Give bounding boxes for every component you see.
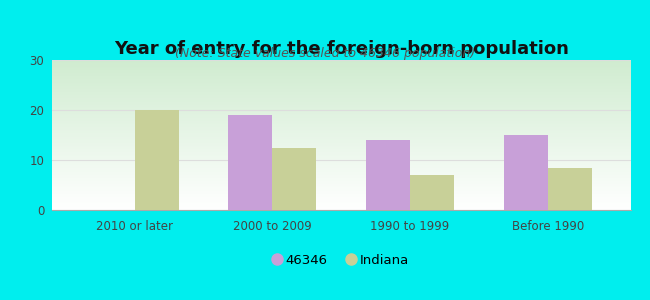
- Legend: 46346, Indiana: 46346, Indiana: [268, 248, 414, 272]
- Bar: [410, 175, 454, 210]
- Bar: [504, 135, 548, 210]
- Title: Year of entry for the foreign-born population: Year of entry for the foreign-born popul…: [114, 40, 569, 58]
- Bar: [366, 140, 410, 210]
- Bar: [228, 115, 272, 210]
- Bar: [548, 167, 592, 210]
- Bar: [272, 148, 317, 210]
- Bar: [135, 110, 179, 210]
- Text: (Note: State values scaled to 46346 population): (Note: State values scaled to 46346 popu…: [175, 46, 475, 59]
